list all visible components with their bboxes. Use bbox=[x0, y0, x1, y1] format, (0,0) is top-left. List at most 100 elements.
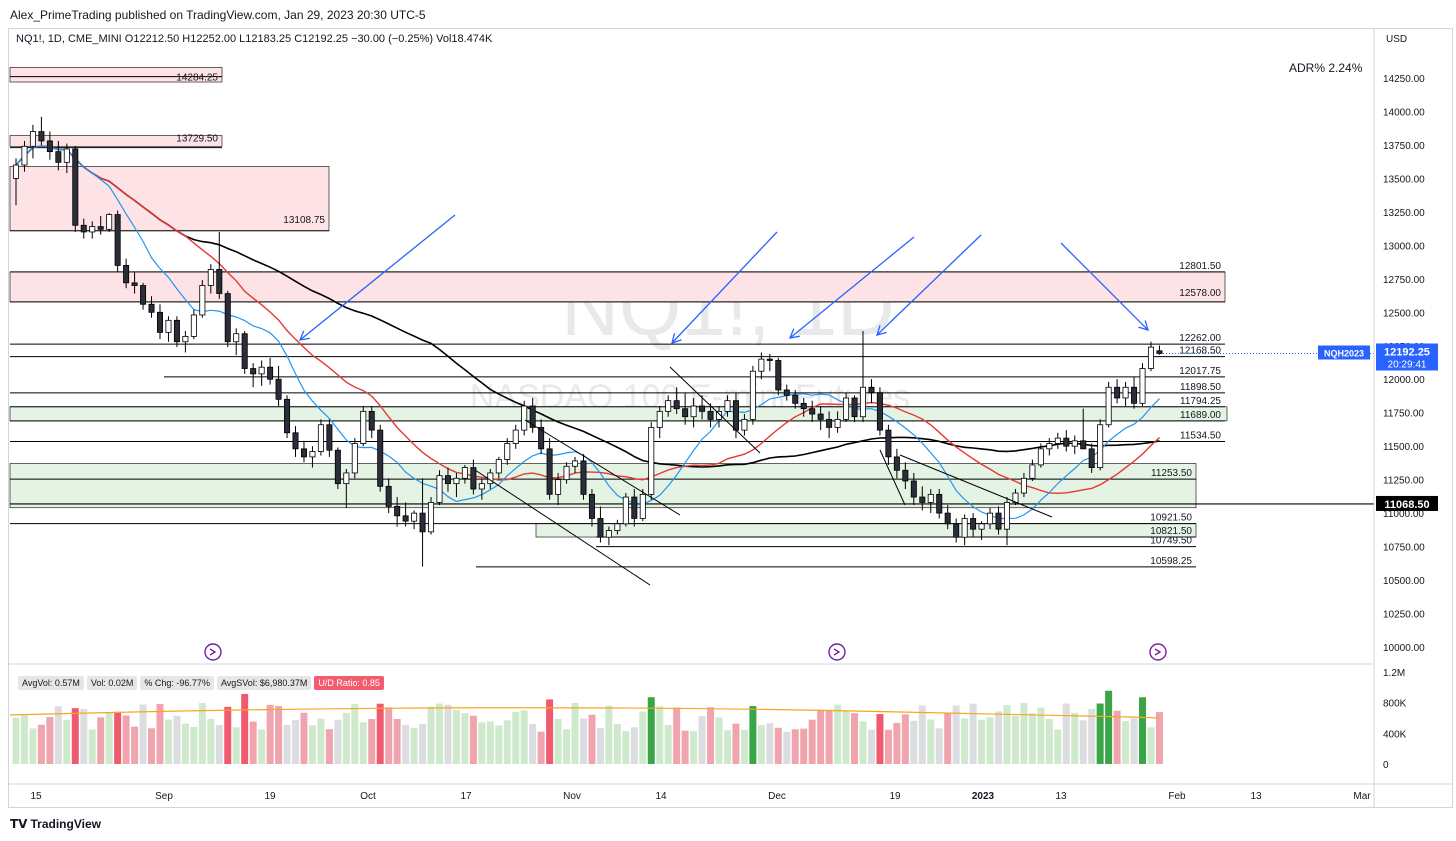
volume-bar bbox=[817, 709, 825, 764]
candle-body bbox=[292, 432, 299, 450]
volume-bar bbox=[122, 715, 130, 764]
avg-svol: AvgSVol: $6,980.37M bbox=[216, 676, 312, 690]
volume-bar bbox=[241, 693, 249, 764]
volume-bar bbox=[1071, 712, 1079, 764]
candle-body bbox=[648, 427, 655, 495]
candle-body bbox=[961, 518, 968, 538]
volume-bar bbox=[419, 723, 427, 764]
x-tick-label: 19 bbox=[889, 791, 901, 802]
volume-bar bbox=[258, 729, 266, 764]
volume-bar bbox=[275, 706, 283, 764]
candle-body bbox=[529, 405, 536, 428]
candle-body bbox=[216, 269, 223, 294]
candle-body bbox=[826, 418, 833, 428]
candle-body bbox=[72, 148, 79, 226]
candle-body bbox=[851, 397, 858, 418]
volume-bar bbox=[215, 725, 223, 764]
candle-body bbox=[1071, 440, 1078, 447]
candle-body bbox=[478, 483, 485, 490]
candle-body bbox=[707, 410, 714, 420]
volume-bar bbox=[978, 719, 986, 764]
x-tick-label: Mar bbox=[1353, 791, 1371, 802]
candle-body bbox=[156, 311, 163, 333]
volume-bar bbox=[520, 710, 528, 764]
candle-body bbox=[749, 370, 756, 420]
volume-bar bbox=[1105, 690, 1113, 764]
candle-body bbox=[834, 418, 841, 428]
volume-bar bbox=[715, 717, 723, 764]
candle-body bbox=[275, 378, 282, 400]
candle-body bbox=[775, 360, 782, 391]
volume-bar bbox=[190, 726, 198, 764]
volume-bar bbox=[292, 720, 300, 764]
volume-bar bbox=[995, 711, 1003, 764]
volume-bar bbox=[893, 722, 901, 764]
volume-bar bbox=[825, 710, 833, 764]
candle-body bbox=[106, 214, 113, 230]
candle-body bbox=[741, 418, 748, 431]
volume-bar bbox=[546, 699, 554, 764]
volume-bar bbox=[537, 731, 545, 764]
candle-body bbox=[682, 408, 689, 418]
adr-indicator: ADR% 2.24% bbox=[1289, 61, 1363, 75]
candle-body bbox=[572, 460, 579, 467]
candle-body bbox=[368, 410, 375, 431]
volume-bar bbox=[444, 704, 452, 764]
candle-body bbox=[428, 502, 435, 533]
candle-body bbox=[910, 480, 917, 498]
candle-body bbox=[444, 475, 451, 485]
volume-bar bbox=[173, 715, 181, 764]
volume-bar bbox=[342, 712, 350, 764]
symbol-legend[interactable]: NQ1!, 1D, CME_MINI O12212.50 H12252.00 L… bbox=[16, 33, 493, 45]
volume-bar bbox=[774, 727, 782, 764]
candle-body bbox=[1054, 437, 1061, 444]
candle-body bbox=[639, 493, 646, 519]
sr-zone bbox=[9, 166, 330, 232]
candle-body bbox=[326, 424, 333, 451]
y-tick-label: 11000.00 bbox=[1383, 509, 1424, 520]
volume-bar bbox=[961, 718, 969, 764]
volume-bar bbox=[698, 716, 706, 764]
volume-bar bbox=[46, 717, 54, 764]
volume-bar bbox=[1139, 697, 1147, 764]
candle-body bbox=[402, 515, 409, 522]
y-tick-label: 12750.00 bbox=[1383, 275, 1425, 286]
candle-body bbox=[55, 151, 62, 163]
volume-bar bbox=[283, 724, 291, 764]
volume-tick-label: 800K bbox=[1383, 699, 1407, 710]
candle-body bbox=[199, 285, 206, 316]
candle-body bbox=[21, 145, 28, 166]
sr-zone bbox=[9, 66, 223, 83]
candle-body bbox=[953, 523, 960, 538]
volume-bar bbox=[918, 705, 926, 764]
x-tick-label: 14 bbox=[655, 791, 667, 802]
volume-bar bbox=[1079, 720, 1087, 764]
volume-bar bbox=[164, 719, 172, 764]
tv-logo-icon: 𝗧𝗩 bbox=[10, 817, 28, 831]
candle-body bbox=[690, 405, 697, 418]
event-icon bbox=[204, 643, 222, 661]
event-icon bbox=[1149, 643, 1167, 661]
ma-black-line bbox=[15, 145, 1160, 468]
volume-bar bbox=[469, 715, 477, 764]
candle-body bbox=[876, 392, 883, 431]
volume-bar bbox=[935, 728, 943, 764]
candle-body bbox=[597, 518, 604, 538]
candle-body bbox=[673, 400, 680, 410]
volume-bar bbox=[1045, 718, 1053, 764]
candle-body bbox=[563, 465, 570, 481]
blue-arrow-head bbox=[298, 330, 310, 341]
volume-bar bbox=[139, 704, 147, 764]
volume-bar bbox=[1011, 715, 1019, 764]
price-level-label: 11898.50 bbox=[1180, 382, 1221, 393]
volume-average-line bbox=[9, 707, 1161, 719]
candle-body bbox=[419, 512, 426, 533]
volume-bar bbox=[1028, 713, 1036, 764]
candle-body bbox=[63, 148, 70, 163]
volume-bar bbox=[639, 711, 647, 764]
candle-body bbox=[1139, 368, 1146, 404]
volume-bar bbox=[224, 706, 232, 764]
volume-bar bbox=[927, 719, 935, 764]
vol: Vol: 0.02M bbox=[86, 676, 138, 690]
